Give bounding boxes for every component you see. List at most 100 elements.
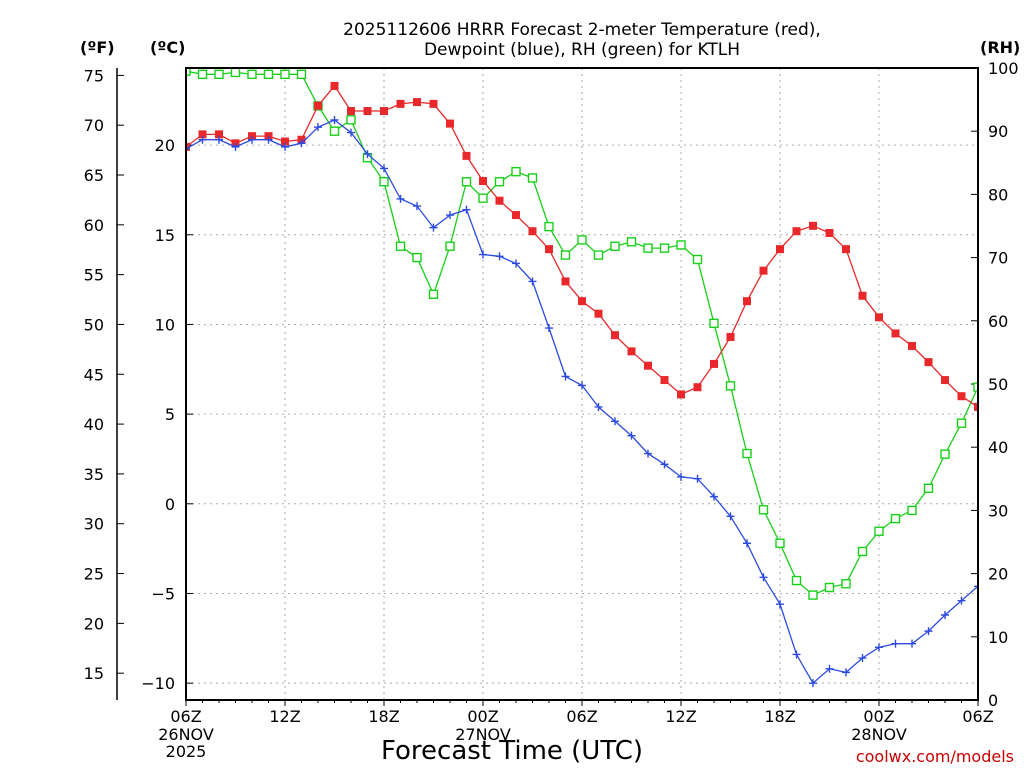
temperature-marker: [561, 277, 570, 286]
temperature-marker: [446, 119, 454, 128]
fahrenheit-tick-label: 20: [84, 614, 104, 633]
dewpoint-marker: [891, 639, 900, 648]
temperature-marker: [825, 228, 834, 237]
series-line: [186, 119, 978, 685]
rh-tick-label: 10: [988, 628, 1008, 647]
chart-title-line2: Dewpoint (blue), RH (green) for KTLH: [424, 40, 740, 60]
x-tick-label: 12Z: [269, 707, 300, 726]
fahrenheit-tick-label: 50: [84, 315, 104, 334]
rh-marker: [445, 241, 455, 251]
dewpoint-marker: [380, 164, 388, 173]
temperature-marker: [891, 329, 900, 338]
temperature-marker: [710, 359, 718, 368]
rh-marker: [527, 173, 538, 183]
temperature-marker: [347, 107, 355, 116]
rh-marker: [742, 448, 752, 459]
dewpoint-marker: [215, 135, 223, 144]
dewpoint-marker: [908, 639, 916, 648]
rh-marker: [973, 382, 978, 392]
rh-tick-label: 80: [988, 185, 1008, 204]
rh-marker: [346, 115, 356, 125]
rh-marker: [379, 177, 389, 187]
series-temperature: [186, 81, 978, 411]
rh-marker: [478, 193, 488, 203]
dewpoint-marker: [924, 627, 933, 636]
dewpoint-marker: [627, 431, 636, 440]
dewpoint-marker: [776, 600, 784, 609]
rh-marker: [643, 243, 653, 253]
temperature-marker: [924, 358, 933, 367]
rh-tick-label: 100: [988, 59, 1019, 78]
rh-marker: [791, 575, 802, 586]
celsius-tick-label: 15: [155, 226, 175, 245]
dewpoint-marker: [264, 135, 273, 144]
temperature-marker: [198, 130, 207, 139]
rh-marker: [857, 546, 868, 557]
fahrenheit-tick-label: 40: [84, 415, 104, 434]
x-year-label: 2025: [166, 742, 207, 761]
rh-tick-label: 20: [988, 565, 1008, 584]
rh-axis: 0 10 20 30 40 50 60 70 80 90 100: [971, 59, 1019, 710]
dewpoint-marker: [363, 150, 372, 159]
rh-tick-label: 90: [988, 122, 1008, 141]
temperature-marker: [396, 99, 405, 108]
dewpoint-marker: [792, 650, 801, 659]
gridlines: [186, 68, 978, 700]
rh-marker: [775, 538, 785, 548]
chart-title-line1: 2025112606 HRRR Forecast 2-meter Tempera…: [343, 20, 821, 40]
dewpoint-marker: [957, 596, 966, 605]
rh-marker: [907, 505, 917, 516]
rh-marker: [247, 69, 257, 80]
dewpoint-marker: [660, 460, 669, 469]
dewpoint-marker: [941, 610, 949, 619]
series-clip-group: [186, 68, 978, 688]
rh-marker: [692, 254, 703, 265]
dewpoint-marker: [446, 211, 454, 220]
dewpoint-marker: [809, 679, 817, 688]
rh-marker: [544, 221, 554, 232]
temperature-marker: [693, 383, 702, 392]
fahrenheit-tick-label: 15: [84, 664, 104, 683]
dewpoint-marker: [231, 142, 240, 151]
temperature-marker: [875, 313, 883, 322]
dewpoint-marker: [186, 144, 190, 153]
rh-marker: [577, 235, 587, 245]
temperature-marker: [611, 331, 619, 340]
rh-tick-label: 30: [988, 501, 1008, 520]
x-tick-label: 18Z: [764, 707, 795, 726]
dewpoint-marker: [198, 135, 207, 144]
dewpoint-marker: [314, 123, 322, 132]
fahrenheit-tick-label: 70: [84, 116, 104, 135]
dewpoint-marker: [512, 259, 520, 268]
dewpoint-marker: [726, 512, 735, 521]
dewpoint-marker: [281, 142, 289, 151]
temperature-marker: [858, 291, 867, 300]
temperature-marker: [726, 333, 735, 342]
dewpoint-marker: [479, 250, 487, 259]
rh-marker: [808, 590, 818, 600]
rh-marker: [230, 68, 241, 78]
temperature-marker: [578, 297, 586, 306]
dewpoint-marker: [825, 664, 834, 673]
celsius-axis: 20 15 10 5 0 −5 −10: [141, 136, 193, 693]
fahrenheit-tick-label: 75: [84, 66, 104, 85]
x-tick-label: 12Z: [665, 707, 696, 726]
dewpoint-marker: [429, 223, 438, 232]
rh-marker: [626, 237, 637, 247]
dewpoint-marker: [710, 492, 718, 501]
temperature-marker: [957, 392, 966, 401]
fahrenheit-tick-label: 45: [84, 365, 104, 384]
dewpoint-marker: [330, 116, 339, 125]
x-tick-label: 00Z: [467, 707, 498, 726]
temperature-marker: [842, 245, 850, 254]
fahrenheit-tick-label: 30: [84, 515, 104, 534]
temperature-marker: [545, 245, 553, 254]
fahrenheit-tick-label: 55: [84, 266, 104, 285]
dewpoint-marker: [759, 573, 768, 582]
rh-marker: [461, 177, 472, 187]
rh-tick-label: 60: [988, 312, 1008, 331]
rh-marker: [280, 69, 290, 80]
temperature-marker: [809, 221, 817, 230]
rh-marker: [296, 69, 307, 80]
rh-marker: [874, 526, 884, 536]
